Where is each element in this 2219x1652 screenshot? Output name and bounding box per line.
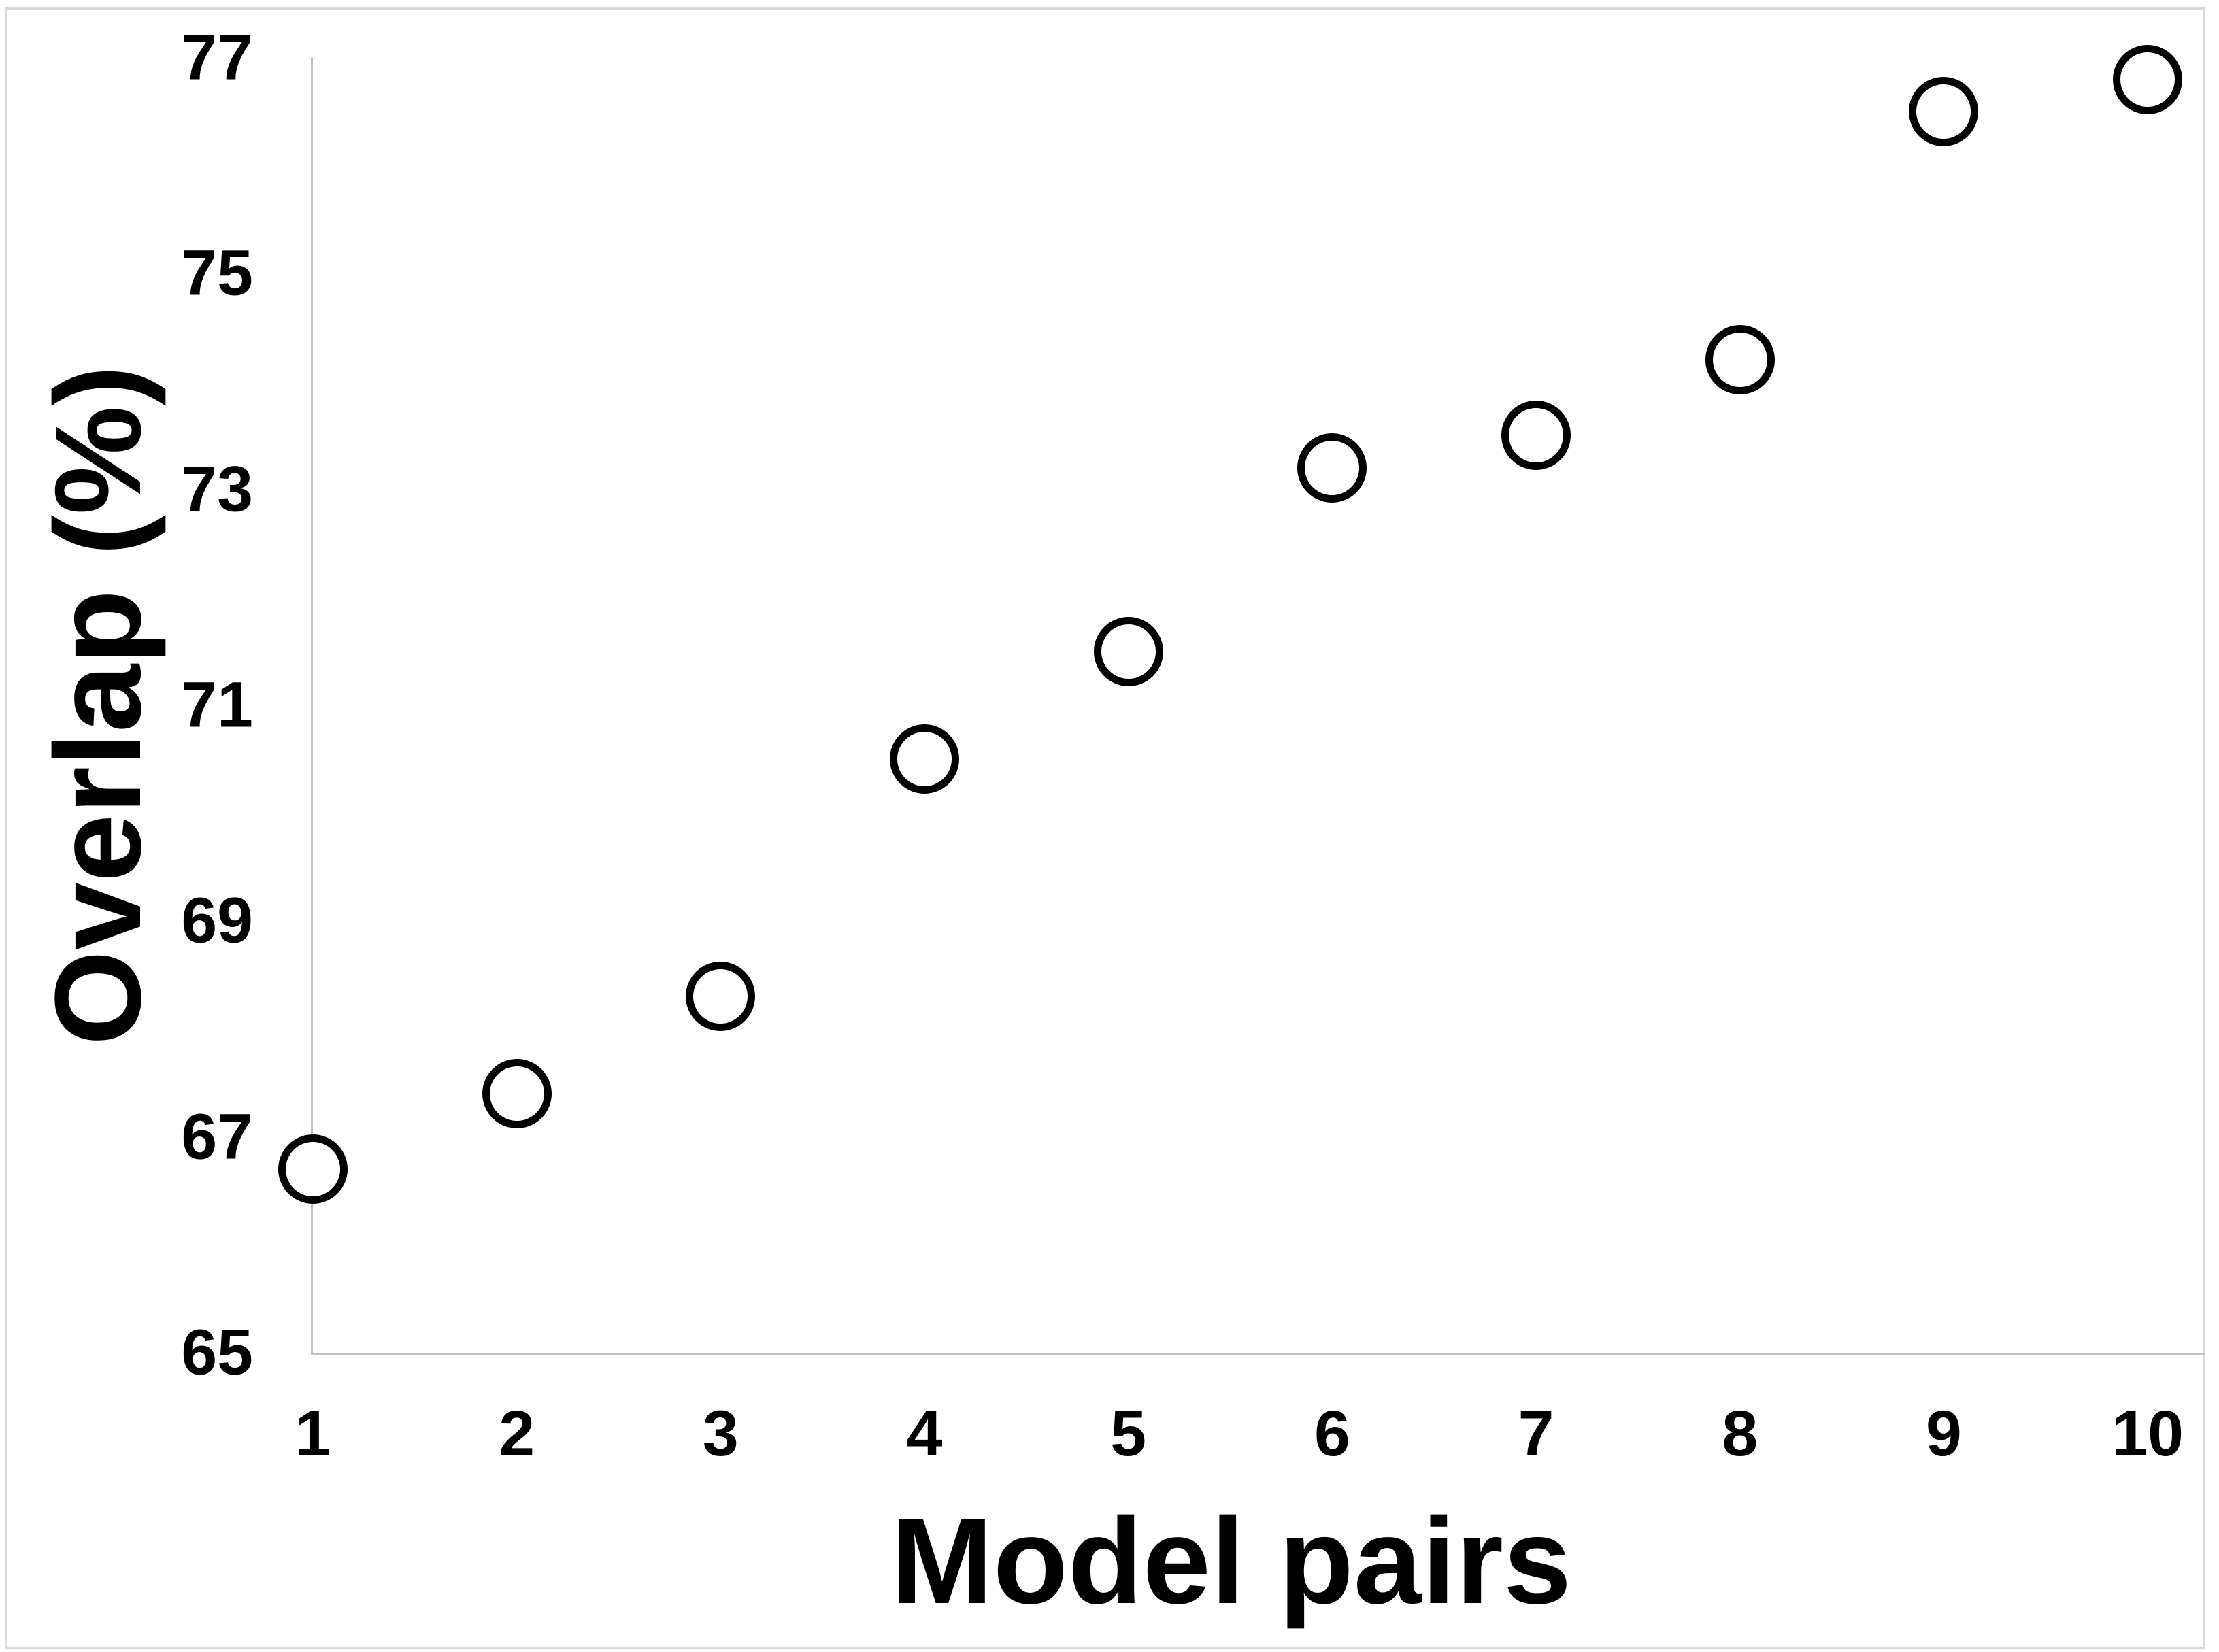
data-point: [278, 1134, 348, 1204]
x-tick-label: 1: [295, 1398, 331, 1470]
data-point: [890, 724, 960, 794]
data-point: [1093, 616, 1163, 686]
x-tick-label: 3: [702, 1398, 739, 1470]
x-tick-label: 2: [499, 1398, 535, 1470]
data-point: [686, 962, 756, 1032]
data-point: [1501, 401, 1571, 471]
x-tick-label: 6: [1314, 1398, 1350, 1470]
y-axis-title: Overlap (%): [30, 365, 167, 1046]
data-point: [1705, 325, 1775, 395]
x-tick-label: 7: [1518, 1398, 1554, 1470]
y-tick-label: 69: [181, 884, 253, 957]
data-point: [2113, 44, 2183, 114]
y-tick-label: 65: [181, 1316, 253, 1389]
x-tick-label: 5: [1110, 1398, 1147, 1470]
x-tick-label: 9: [1925, 1398, 1962, 1470]
x-axis-title: Model pairs: [890, 1493, 1572, 1630]
data-point: [1297, 433, 1367, 503]
y-tick-label: 73: [181, 453, 253, 526]
y-tick-label: 75: [181, 237, 253, 309]
data-point: [1909, 77, 1979, 147]
x-tick-label: 10: [2112, 1398, 2184, 1470]
x-tick-label: 4: [906, 1398, 943, 1470]
y-tick-label: 77: [181, 21, 253, 94]
x-tick-label: 8: [1722, 1398, 1758, 1470]
y-tick-label: 71: [181, 669, 253, 741]
plot-area: 65 67 69 71 73 75 77 1 2 3 4 5 6 7 8 9 10: [181, 25, 2205, 1466]
y-tick-label: 67: [181, 1100, 253, 1173]
data-point: [482, 1059, 552, 1129]
